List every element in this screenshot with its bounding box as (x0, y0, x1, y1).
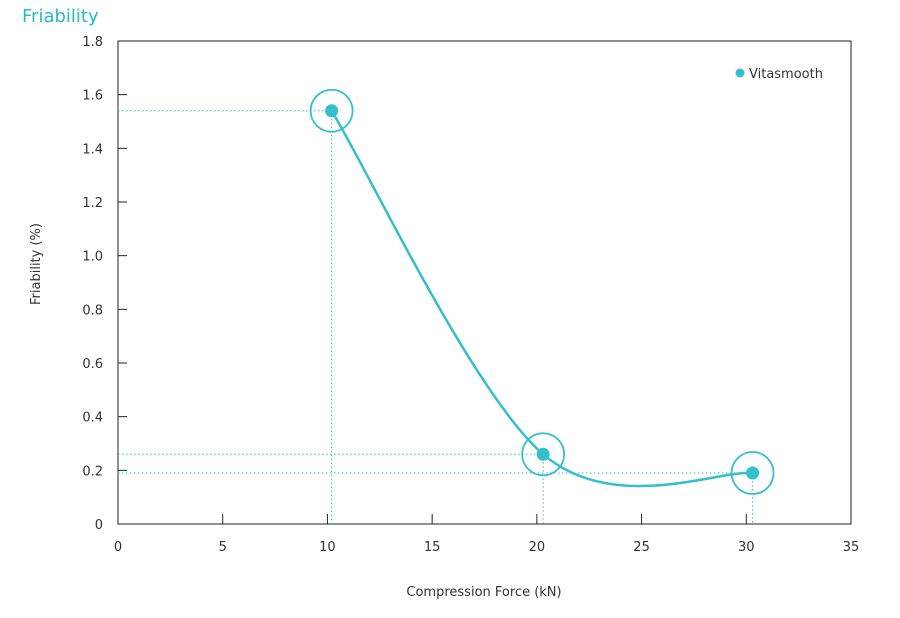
data-point (325, 104, 339, 118)
point-ring (521, 432, 566, 477)
x-tick-label: 5 (219, 540, 227, 555)
data-point (536, 447, 550, 461)
y-axis-title: Friability (%) (29, 223, 44, 305)
legend-label: Vitasmooth (749, 67, 823, 82)
plot-frame (117, 40, 852, 525)
page-title: Friability (22, 6, 99, 27)
x-tick-label: 35 (843, 540, 860, 555)
x-tick-label: 15 (424, 540, 441, 555)
y-tick-label: 1.6 (82, 89, 103, 104)
y-tick-label: 0.8 (82, 303, 103, 318)
y-tick-label: 1.4 (82, 142, 103, 157)
x-tick-label: 20 (529, 540, 546, 555)
y-tick-label: 0.4 (82, 411, 103, 426)
x-axis-ticks: 0 5 10 15 20 25 30 35 (114, 514, 859, 555)
x-tick-label: 0 (114, 540, 122, 555)
y-tick-label: 1.8 (82, 35, 103, 50)
y-tick-label: 1.0 (82, 250, 103, 265)
y-tick-label: 0.2 (82, 464, 103, 479)
data-point (746, 466, 760, 480)
series-line (330, 110, 753, 488)
legend-marker (735, 68, 745, 78)
y-axis-ticks: 0 0.2 0.4 0.6 0.8 1.0 1.2 1.4 1.6 1.8 (82, 35, 127, 533)
x-tick-label: 30 (738, 540, 755, 555)
x-tick-label: 10 (319, 540, 336, 555)
x-tick-label: 25 (633, 540, 650, 555)
x-axis-title: Compression Force (kN) (406, 585, 561, 600)
y-tick-label: 1.2 (82, 196, 103, 211)
y-tick-label: 0.6 (82, 357, 103, 372)
point-ring (309, 88, 354, 133)
guide-lines (118, 110, 754, 524)
y-tick-label: 0 (95, 518, 103, 533)
legend: Vitasmooth (735, 67, 823, 82)
point-ring (730, 451, 775, 495)
series-layer (309, 88, 775, 495)
